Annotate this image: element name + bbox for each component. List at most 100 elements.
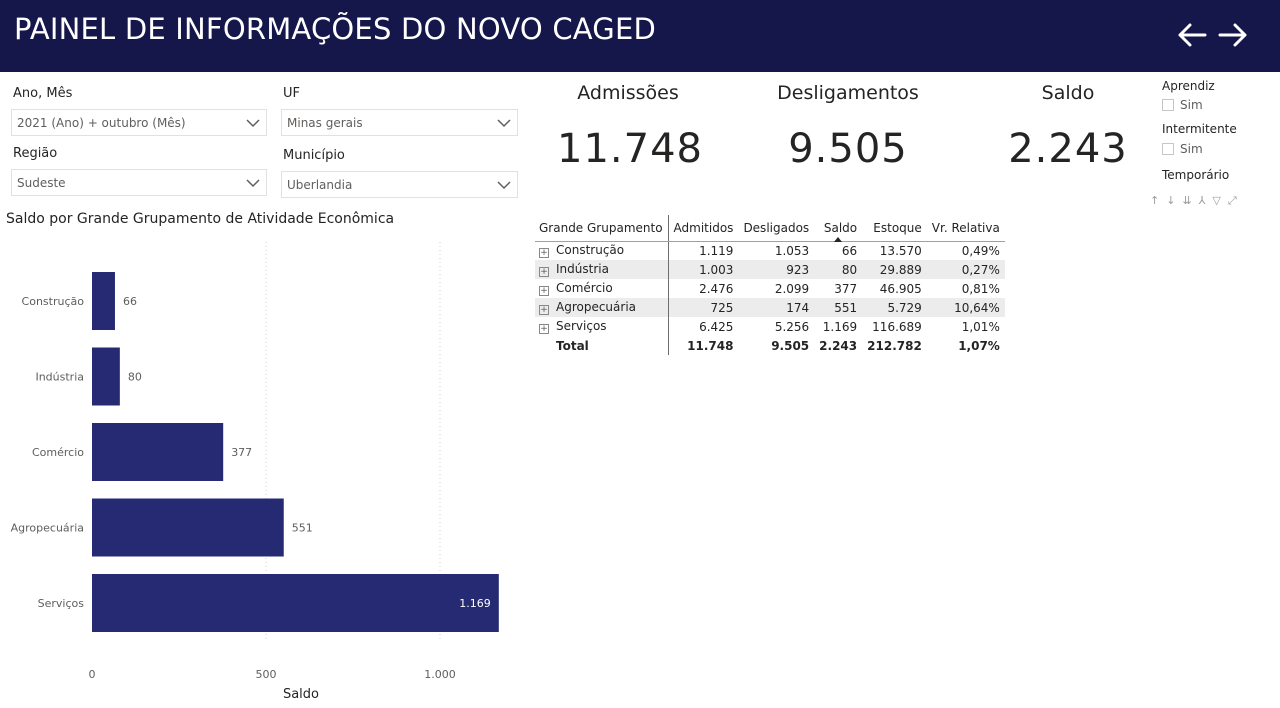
data-label: 80 xyxy=(128,371,142,384)
cell-saldo: 80 xyxy=(814,260,863,279)
row-label-text: Agropecuária xyxy=(556,300,637,314)
cell-desligados: 174 xyxy=(738,298,815,317)
aprendiz-sim-label: Sim xyxy=(1180,98,1203,112)
cell-admitidos: 6.425 xyxy=(699,319,734,334)
back-button[interactable] xyxy=(1175,18,1209,52)
row-label: + Comércio xyxy=(535,279,669,298)
regiao-value: Sudeste xyxy=(17,176,66,190)
regiao-label: Região xyxy=(13,146,58,161)
cell-estoque: 13.570 xyxy=(879,243,922,258)
row-label-text: Serviços xyxy=(556,319,607,333)
chevron-down-icon xyxy=(497,119,511,128)
ano-mes-dropdown[interactable]: 2021 (Ano) + outubro (Mês) xyxy=(11,109,267,136)
category-label: Indústria xyxy=(35,371,84,384)
cell-saldo: 66 xyxy=(841,243,858,258)
category-label: Serviços xyxy=(38,597,85,610)
expand-plus-icon[interactable]: + xyxy=(539,305,549,315)
expand-plus-icon[interactable]: + xyxy=(539,324,549,334)
sort-ascending-icon xyxy=(834,236,843,242)
drill-up-icon[interactable]: ↑ xyxy=(1150,194,1160,207)
col-header-admitidos[interactable]: Admitidos xyxy=(668,215,739,242)
arrow-right-icon xyxy=(1218,23,1247,47)
municipio-label: Município xyxy=(283,148,345,163)
cell-saldo: 377 xyxy=(834,281,858,296)
cell-estoque: 5.729 xyxy=(862,298,927,317)
drill-down-icon[interactable]: ↓ xyxy=(1166,194,1176,207)
intermitente-sim-checkbox[interactable]: Sim xyxy=(1162,142,1203,156)
data-label: 377 xyxy=(231,446,252,459)
col-header-grupamento[interactable]: Grande Grupamento xyxy=(535,215,669,242)
row-label-text: Comércio xyxy=(556,281,613,295)
chevron-down-icon xyxy=(246,179,260,188)
category-label: Comércio xyxy=(32,446,84,459)
cell-vr-relativa: 1,01% xyxy=(961,319,1000,334)
expand-all-icon[interactable]: ⅄ xyxy=(1198,194,1206,207)
cell-admitidos: 2.476 xyxy=(699,281,734,296)
saldo-bar-chart: 0 500 1.000 Construção 66 Indústria 80 Comércio… xyxy=(11,242,499,702)
arrow-left-icon xyxy=(1178,23,1207,47)
total-label: Total xyxy=(535,336,669,355)
cell-estoque: 29.889 xyxy=(862,260,927,279)
row-label: + Agropecuária xyxy=(535,298,669,317)
data-label: 551 xyxy=(292,522,313,535)
cell-admitidos: 1.119 xyxy=(699,243,734,258)
saldo-value: 2.243 xyxy=(1008,126,1128,172)
uf-label: UF xyxy=(283,86,300,101)
municipio-dropdown[interactable]: Uberlandia xyxy=(281,171,518,198)
aprendiz-sim-checkbox[interactable]: Sim xyxy=(1162,98,1203,112)
desligamentos-label: Desligamentos xyxy=(777,82,919,104)
category-label: Construção xyxy=(22,295,85,308)
admissoes-label: Admissões xyxy=(577,82,679,104)
aprendiz-title: Aprendiz xyxy=(1162,79,1215,93)
intermitente-sim-label: Sim xyxy=(1180,142,1203,156)
cell-desligados: 5.256 xyxy=(774,319,810,334)
total-row: Total 11.748 9.505 2.243 212.782 1,07% xyxy=(535,336,1005,355)
table-row: + Serviços 6.425 5.256 1.169 116.689 1,01… xyxy=(535,317,1005,336)
cell-saldo: 1.169 xyxy=(822,319,858,334)
row-label-text: Indústria xyxy=(556,262,609,276)
forward-button[interactable] xyxy=(1216,18,1250,52)
desligamentos-value: 9.505 xyxy=(788,126,908,172)
expand-plus-icon[interactable]: + xyxy=(539,248,549,259)
expand-plus-icon[interactable]: + xyxy=(539,267,549,277)
matrix-header-row: Grande Grupamento Admitidos Desligados S… xyxy=(535,215,1005,242)
uf-dropdown[interactable]: Minas gerais xyxy=(281,109,518,136)
cell-vr-relativa: 10,64% xyxy=(926,298,1005,317)
cell-desligados: 2.099 xyxy=(774,281,810,296)
cell-vr-relativa: 0,27% xyxy=(926,260,1005,279)
col-header-desligados[interactable]: Desligados xyxy=(738,215,815,242)
saldo-label: Saldo xyxy=(1041,82,1095,104)
cell-desligados: 1.053 xyxy=(774,243,810,258)
intermitente-title: Intermitente xyxy=(1162,122,1237,136)
col-header-saldo[interactable]: Saldo xyxy=(814,215,863,242)
total-label-text: Total xyxy=(556,338,589,353)
col-header-vr-relativa[interactable]: Vr. Relativa xyxy=(926,215,1005,242)
table-row: + Indústria 1.003 923 80 29.889 0,27% xyxy=(535,260,1005,279)
chevron-down-icon xyxy=(246,119,260,128)
focus-mode-icon[interactable]: ⤢ xyxy=(1227,194,1237,207)
expand-plus-icon[interactable]: + xyxy=(539,286,549,296)
table-row: + Agropecuária 725 174 551 5.729 10,64% xyxy=(535,298,1005,317)
expand-next-level-icon[interactable]: ⇊ xyxy=(1182,194,1192,207)
bar xyxy=(92,498,284,557)
uf-value: Minas gerais xyxy=(287,116,363,130)
regiao-dropdown[interactable]: Sudeste xyxy=(11,169,267,196)
total-vr-relativa: 1,07% xyxy=(958,338,1000,353)
header-bar: PAINEL DE INFORMAÇÕES DO NOVO CAGED xyxy=(0,0,1280,72)
temporario-title: Temporário xyxy=(1162,168,1230,182)
total-admitidos: 11.748 xyxy=(687,338,734,353)
municipio-value: Uberlandia xyxy=(287,178,353,192)
col-header-estoque[interactable]: Estoque xyxy=(862,215,927,242)
filter-icon[interactable]: ▽ xyxy=(1212,194,1221,207)
category-label: Agropecuária xyxy=(11,522,84,535)
checkbox-icon xyxy=(1162,99,1174,111)
cell-estoque: 46.905 xyxy=(879,281,922,296)
x-tick-label: 500 xyxy=(256,668,277,681)
total-desligados: 9.505 xyxy=(771,338,810,353)
ano-mes-value: 2021 (Ano) + outubro (Mês) xyxy=(17,116,186,130)
row-label-text: Construção xyxy=(556,243,625,258)
cell-admitidos: 725 xyxy=(668,298,739,317)
row-label: + Construção xyxy=(535,241,669,260)
total-estoque: 212.782 xyxy=(867,338,922,353)
chart-title: Saldo por Grande Grupamento de Atividade… xyxy=(6,211,395,227)
